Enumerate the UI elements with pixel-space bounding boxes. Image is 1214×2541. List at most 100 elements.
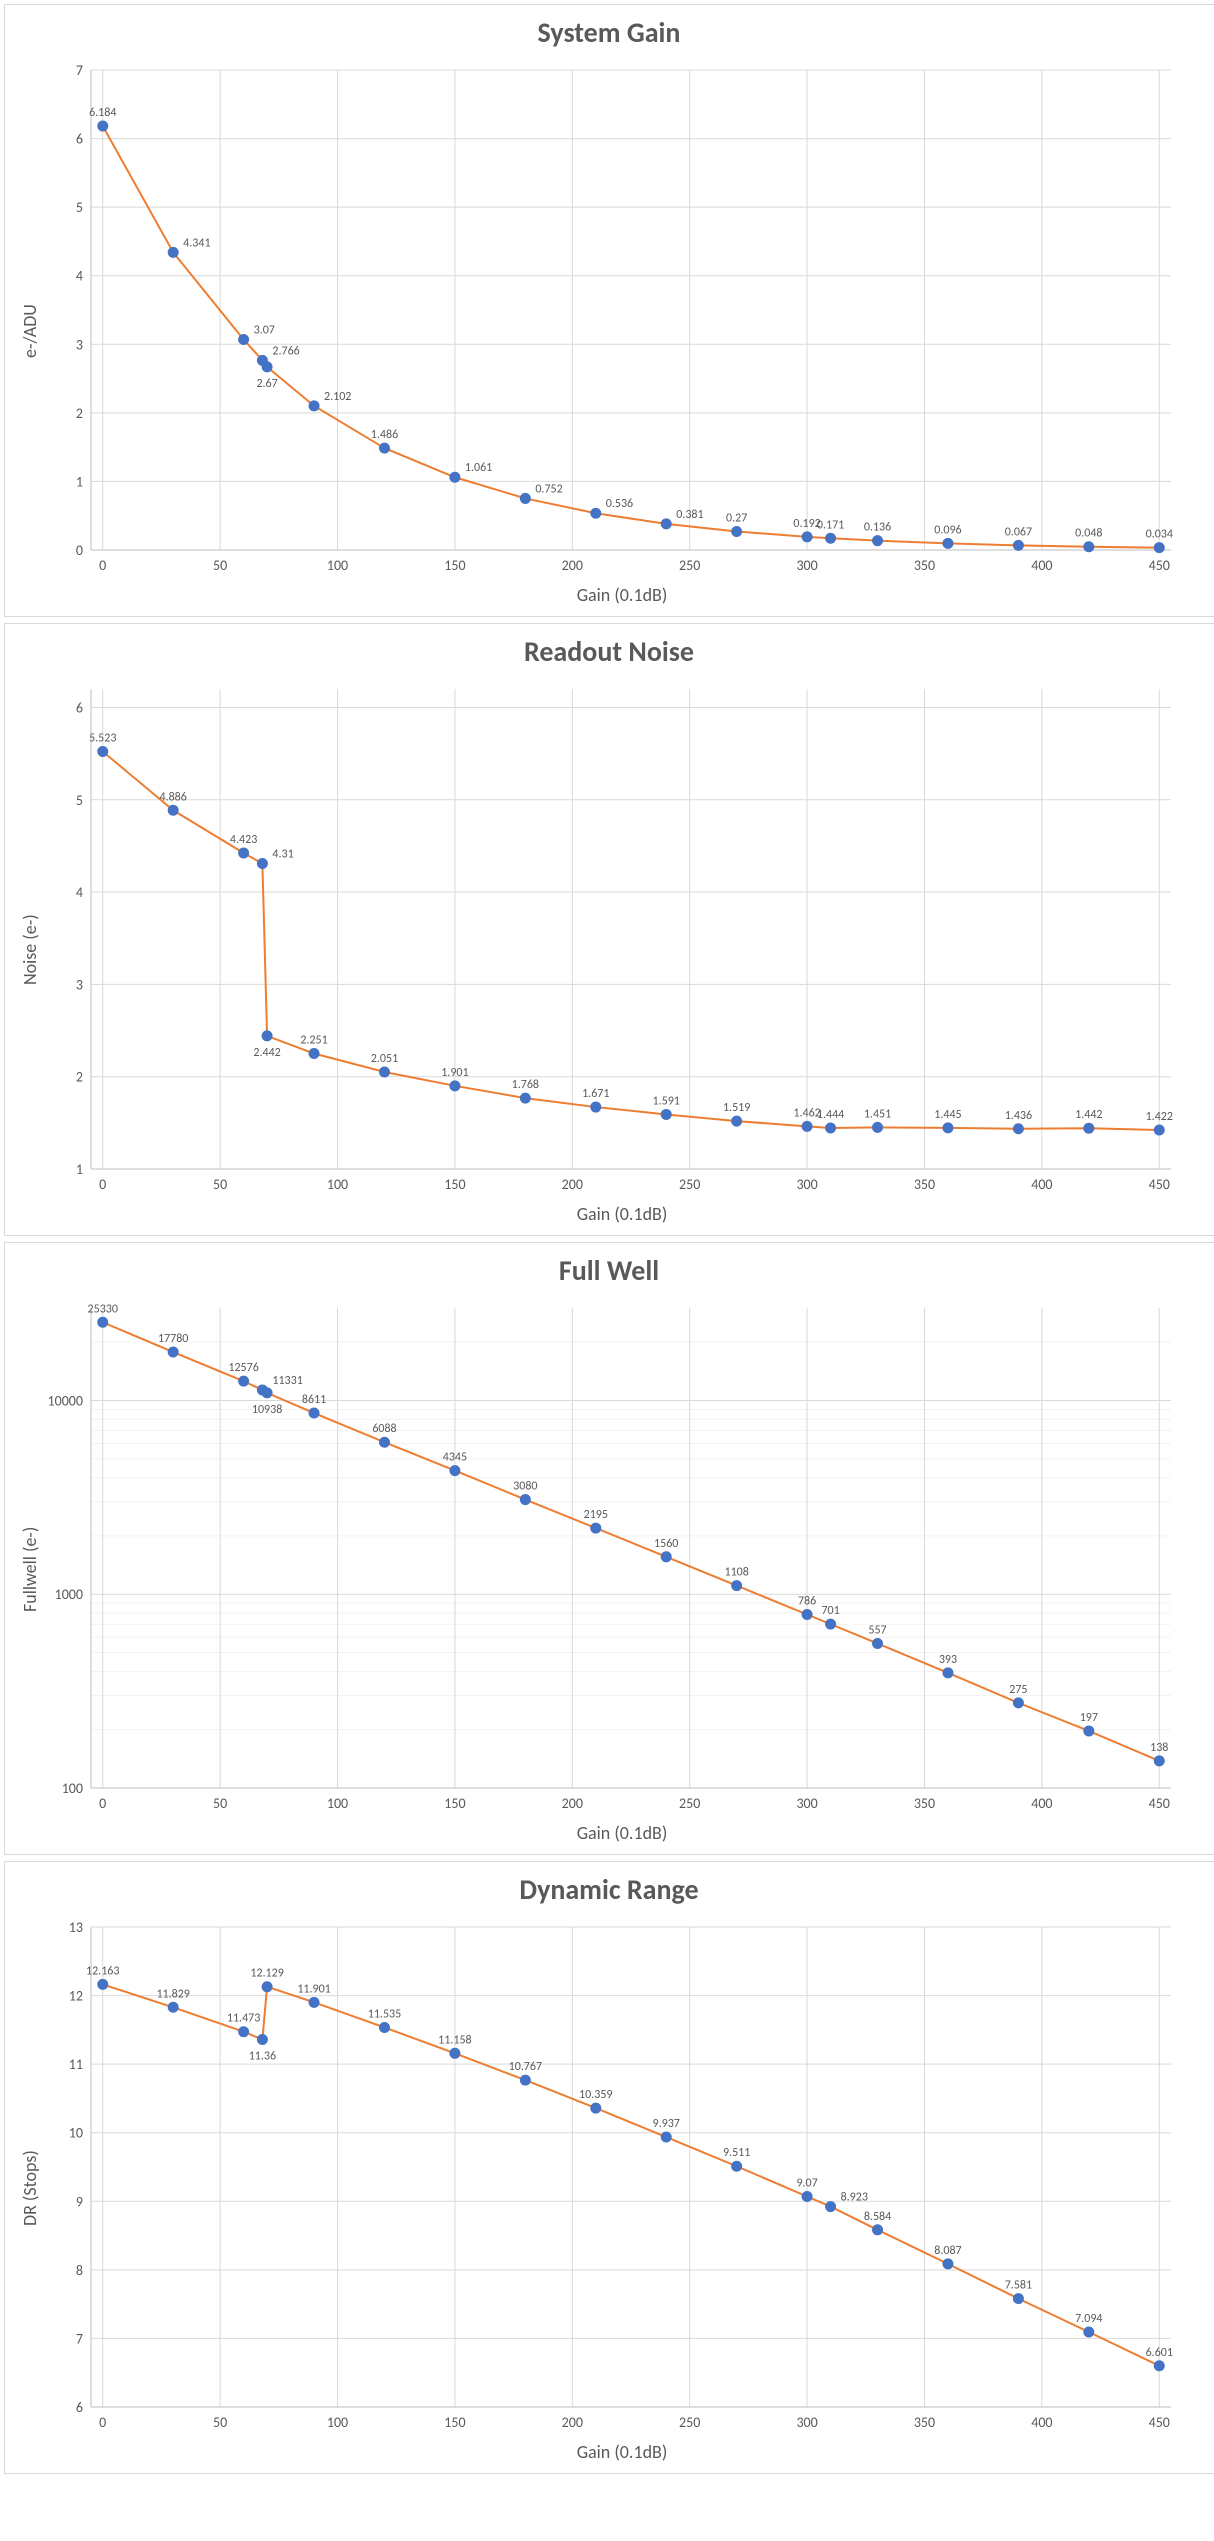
y-tick-label: 6	[76, 2399, 83, 2416]
data-point-label: 1.061	[465, 461, 492, 475]
x-tick-label: 400	[1031, 2414, 1052, 2431]
data-point-label: 2.67	[256, 377, 277, 391]
y-axis-label: e-/ADU	[15, 56, 41, 606]
x-tick-label: 150	[444, 1795, 465, 1812]
data-point	[1084, 1123, 1094, 1133]
x-tick-label: 450	[1149, 1176, 1170, 1193]
y-tick-label: 2	[76, 1069, 83, 1086]
data-point-label: 11.535	[368, 2007, 401, 2021]
data-point	[450, 1081, 460, 1091]
data-point	[450, 472, 460, 482]
x-tick-label: 300	[796, 557, 817, 574]
x-tick-label: 400	[1031, 1795, 1052, 1812]
data-point	[943, 1668, 953, 1678]
data-point-label: 10.767	[509, 2060, 542, 2074]
y-tick-label: 11	[69, 2056, 83, 2073]
data-point	[168, 805, 178, 815]
data-point-label: 4.886	[159, 790, 186, 804]
y-tick-label: 4	[76, 884, 83, 901]
x-tick-label: 450	[1149, 557, 1170, 574]
chart-full-well: Full WellFullwell (e-)100100010000050100…	[4, 1242, 1214, 1855]
data-point-label: 275	[1009, 1683, 1027, 1697]
data-point-label: 786	[798, 1594, 816, 1608]
data-point-label: 11.473	[227, 2012, 260, 2026]
data-point-label: 1.768	[512, 1078, 539, 1092]
data-point-label: 2195	[584, 1508, 608, 1522]
y-tick-label: 9	[76, 2193, 83, 2210]
data-point-label: 10938	[252, 1403, 282, 1417]
y-axis-label: Noise (e-)	[15, 675, 41, 1225]
data-point	[661, 519, 671, 529]
x-tick-label: 200	[562, 2414, 583, 2431]
data-point-label: 1.445	[934, 1108, 961, 1122]
data-point-label: 11.901	[297, 1982, 330, 1996]
x-tick-label: 250	[679, 557, 700, 574]
data-point-label: 1.486	[371, 428, 398, 442]
data-point	[239, 848, 249, 858]
x-axis-label: Gain (0.1dB)	[41, 584, 1203, 606]
data-point-label: 2.766	[272, 344, 299, 358]
data-point	[239, 1376, 249, 1386]
data-point-label: 0.096	[934, 523, 961, 537]
x-tick-label: 250	[679, 2414, 700, 2431]
data-point	[873, 1638, 883, 1648]
data-point-label: 0.752	[535, 482, 562, 496]
y-tick-label: 4	[76, 268, 83, 285]
data-point	[661, 2132, 671, 2142]
data-point-label: 1.591	[653, 1094, 680, 1108]
x-tick-label: 200	[562, 1795, 583, 1812]
data-point	[732, 526, 742, 536]
data-point-label: 11.158	[438, 2033, 471, 2047]
data-point-label: 5.523	[89, 731, 116, 745]
data-point-label: 1.901	[441, 1066, 468, 1080]
data-point-label: 0.034	[1146, 528, 1173, 542]
y-axis-label: Fullwell (e-)	[15, 1294, 41, 1844]
y-tick-label: 1000	[55, 1586, 83, 1603]
data-point	[591, 1102, 601, 1112]
data-point-label: 6088	[372, 1422, 396, 1436]
data-point-label: 12576	[228, 1361, 258, 1375]
data-point	[520, 1495, 530, 1505]
data-point	[379, 1437, 389, 1447]
x-tick-label: 350	[914, 1176, 935, 1193]
chart-readout-noise: Readout NoiseNoise (e-)12345605010015020…	[4, 623, 1214, 1236]
data-point	[1013, 1124, 1023, 1134]
data-point	[591, 1523, 601, 1533]
data-point	[1154, 1756, 1164, 1766]
data-point	[1013, 2294, 1023, 2304]
x-tick-label: 0	[99, 1795, 106, 1812]
data-point-label: 17780	[158, 1332, 188, 1346]
data-point-label: 4.423	[230, 833, 257, 847]
data-point	[826, 533, 836, 543]
x-tick-label: 150	[444, 1176, 465, 1193]
data-point	[1013, 1698, 1023, 1708]
data-point	[1084, 1726, 1094, 1736]
data-point	[1084, 542, 1094, 552]
data-point-label: 6.601	[1146, 2346, 1173, 2360]
data-point-label: 197	[1080, 1711, 1098, 1725]
data-point-label: 9.937	[653, 2117, 680, 2131]
x-tick-label: 50	[213, 1176, 227, 1193]
data-point-label: 557	[868, 1623, 886, 1637]
data-point-label: 25330	[88, 1302, 118, 1316]
x-tick-label: 350	[914, 557, 935, 574]
data-point-label: 11.829	[156, 1987, 189, 2001]
data-point-label: 11331	[272, 1374, 302, 1388]
y-axis-label: DR (Stops)	[15, 1913, 41, 2463]
data-point	[309, 1408, 319, 1418]
data-point	[520, 1093, 530, 1103]
y-tick-label: 3	[76, 336, 83, 353]
x-tick-label: 200	[562, 557, 583, 574]
data-point-label: 2.251	[300, 1034, 327, 1048]
y-tick-label: 10000	[48, 1392, 83, 1409]
x-tick-label: 150	[444, 557, 465, 574]
data-point	[1154, 2361, 1164, 2371]
x-tick-label: 100	[327, 557, 348, 574]
data-point-label: 3.07	[254, 323, 275, 337]
x-tick-label: 450	[1149, 2414, 1170, 2431]
data-point-label: 2.051	[371, 1052, 398, 1066]
plot-area: 6789101112130501001502002503003504004501…	[41, 1913, 1181, 2437]
data-point-label: 1.422	[1146, 1110, 1173, 1124]
x-tick-label: 100	[327, 2414, 348, 2431]
x-tick-label: 300	[796, 1176, 817, 1193]
